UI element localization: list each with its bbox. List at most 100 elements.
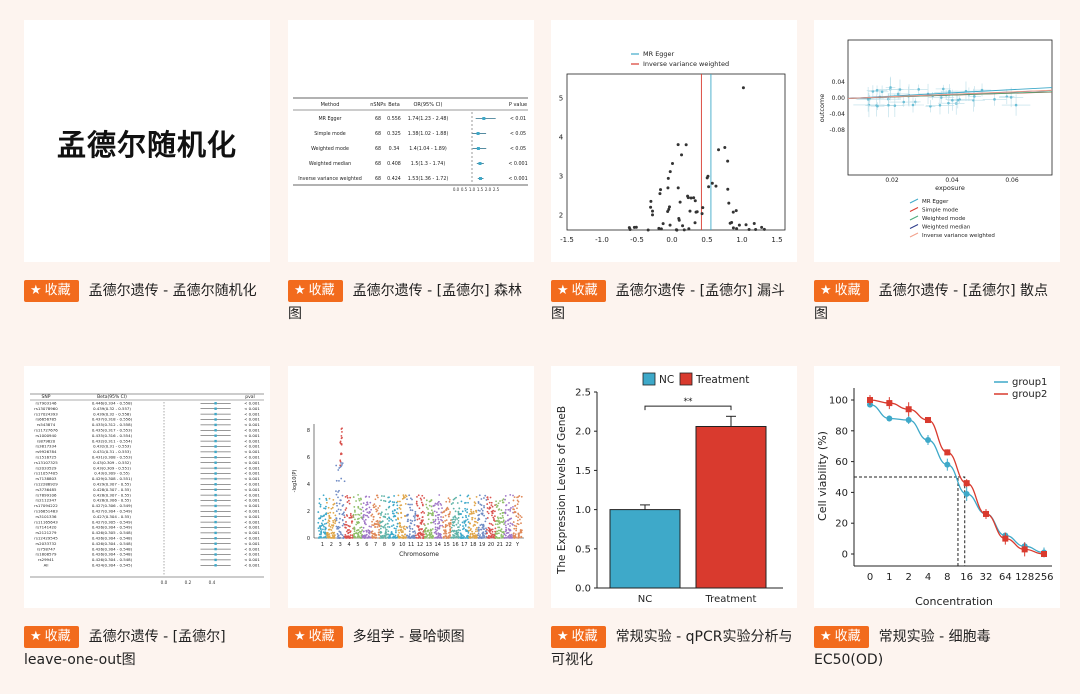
funnel-point bbox=[707, 185, 711, 189]
pval: < 0.001 bbox=[244, 444, 260, 449]
card-thumbnail[interactable]: MR Egger Inverse variance weighted -1.5 -1.… bbox=[551, 20, 797, 262]
favorite-button[interactable]: ★ 收藏 bbox=[814, 626, 869, 648]
snp-point bbox=[387, 525, 389, 528]
snp-point bbox=[400, 511, 402, 514]
snp-label: rs879620 bbox=[37, 438, 56, 443]
funnel-point bbox=[741, 86, 745, 90]
snp-point bbox=[463, 502, 466, 504]
card-title[interactable]: 多组学 - 曼哈顿图 bbox=[352, 629, 465, 645]
card-title[interactable]: 孟德尔遗传 - [孟德尔] 森林图 bbox=[288, 283, 522, 322]
snp-point bbox=[417, 525, 420, 528]
snp-point bbox=[980, 88, 984, 92]
forest-cell: 0.408 bbox=[387, 161, 401, 167]
snp-point bbox=[434, 520, 437, 522]
snp-point bbox=[352, 535, 355, 538]
snp-point bbox=[432, 514, 434, 517]
snp-point bbox=[521, 529, 523, 532]
snp-point bbox=[494, 523, 497, 526]
favorite-button[interactable]: ★ 收藏 bbox=[814, 280, 869, 302]
card-thumbnail[interactable]: Method nSNPs Beta OR(95% CI) P value MR Egger… bbox=[288, 20, 534, 262]
snp-point bbox=[513, 508, 515, 511]
snp-point bbox=[430, 512, 433, 515]
card-thumbnail[interactable]: 0 20 40 60 80 100 0 1 2 4 8 16 32 64 128 256 Concentrati… bbox=[814, 366, 1060, 608]
snp-point bbox=[447, 497, 450, 500]
data-point-group2 bbox=[905, 406, 912, 413]
forest-cell: 1.38(1.02 - 1.88) bbox=[408, 131, 449, 137]
snp-point bbox=[480, 498, 483, 500]
snp-point bbox=[396, 507, 399, 510]
snp-point bbox=[473, 532, 476, 535]
snp-point bbox=[464, 523, 467, 526]
y-tick-label: 0.5 bbox=[575, 544, 591, 555]
data-point-group2 bbox=[925, 417, 931, 424]
x-tick-label: 0.0 bbox=[666, 236, 677, 244]
snp-point bbox=[395, 529, 397, 532]
snp-point bbox=[502, 519, 505, 522]
snp-point bbox=[339, 464, 342, 467]
snp-point bbox=[349, 496, 352, 499]
snp-point bbox=[401, 536, 404, 539]
snp-point bbox=[409, 527, 412, 530]
funnel-point bbox=[700, 212, 704, 216]
snp-point bbox=[470, 508, 472, 511]
snp-point bbox=[483, 505, 485, 507]
snp-point bbox=[455, 523, 458, 526]
snp-point bbox=[442, 511, 445, 513]
favorite-button[interactable]: ★ 收藏 bbox=[24, 280, 79, 302]
pval: < 0.001 bbox=[244, 519, 260, 524]
snp-point bbox=[434, 528, 437, 531]
card-thumbnail[interactable]: 0.04 0.00 -0.04 -0.08 0.02 0.04 0.06 exposure ou… bbox=[814, 20, 1060, 262]
card-title[interactable]: 常规实验 - qPCR实验分析与可视化 bbox=[551, 629, 793, 668]
favorite-button[interactable]: ★ 收藏 bbox=[551, 626, 606, 648]
snp-point bbox=[471, 536, 474, 538]
card-title[interactable]: 孟德尔遗传 - 孟德尔随机化 bbox=[88, 283, 257, 299]
chromosome-label: 2 bbox=[330, 542, 333, 548]
favorite-button[interactable]: ★ 收藏 bbox=[24, 626, 79, 648]
legend-label: NC bbox=[659, 374, 674, 386]
card-title[interactable]: 孟德尔遗传 - [孟德尔] 漏斗图 bbox=[551, 283, 785, 322]
favorite-button[interactable]: ★ 收藏 bbox=[288, 280, 343, 302]
snp-point bbox=[345, 507, 348, 510]
snp-point bbox=[478, 518, 481, 521]
y-tick-label: 2.5 bbox=[575, 388, 591, 399]
snp-point bbox=[450, 530, 453, 533]
snp-point bbox=[493, 510, 496, 513]
card-thumbnail[interactable]: 0.0 0.5 1.0 1.5 2.0 2.5 The Expression Levels … bbox=[551, 366, 797, 608]
leave-one-out-thumbnail: SNP Beta(95% CI) pval rs7903146 0.446(0.334 … bbox=[30, 393, 264, 585]
card-title[interactable]: 孟德尔遗传 - [孟德尔] leave-one-out图 bbox=[24, 629, 226, 668]
snp-point bbox=[515, 515, 518, 518]
beta-ci: 0.426(0.305 - 0.548) bbox=[92, 530, 133, 535]
snp-point bbox=[341, 505, 344, 507]
snp-point bbox=[896, 92, 900, 96]
card-thumbnail[interactable]: SNP Beta(95% CI) pval rs7903146 0.446(0.334 … bbox=[24, 366, 270, 608]
snp-point bbox=[340, 477, 343, 480]
snp-point bbox=[364, 518, 367, 521]
card-title[interactable]: 孟德尔遗传 - [孟德尔] 散点图 bbox=[814, 283, 1048, 322]
snp-point bbox=[365, 504, 368, 506]
snp-point bbox=[479, 503, 482, 506]
funnel-point bbox=[693, 199, 697, 203]
snp-point bbox=[456, 533, 459, 536]
card-thumbnail[interactable]: 0 2 4 6 8 -log10(P) 1 2 3 4 5 6 7 8 9 10 11 12 13 14 15 16 17 1… bbox=[288, 366, 534, 608]
snp-point bbox=[352, 496, 355, 498]
snp-point bbox=[445, 530, 447, 533]
snp-point bbox=[440, 533, 442, 536]
snp-point bbox=[320, 535, 322, 538]
chromosome-label: 13 bbox=[426, 542, 432, 548]
estimate-marker bbox=[214, 537, 217, 540]
card-thumbnail[interactable]: 孟德尔随机化 bbox=[24, 20, 270, 262]
estimate-marker bbox=[214, 456, 217, 459]
favorite-button[interactable]: ★ 收藏 bbox=[551, 280, 606, 302]
snp-point bbox=[486, 517, 489, 519]
x-tick-label: 1.5 bbox=[771, 236, 782, 244]
card-title[interactable]: 常规实验 - 细胞毒 EC50(OD) bbox=[814, 629, 991, 668]
snp-point bbox=[372, 504, 375, 507]
snp-point bbox=[421, 510, 424, 513]
column-header: Beta(95% CI) bbox=[97, 394, 127, 400]
snp-point bbox=[415, 534, 417, 537]
snp-point bbox=[409, 506, 411, 509]
favorite-button[interactable]: ★ 收藏 bbox=[288, 626, 343, 648]
snp-point bbox=[456, 532, 459, 535]
pval: < 0.001 bbox=[244, 449, 260, 454]
snp-point bbox=[332, 521, 335, 524]
